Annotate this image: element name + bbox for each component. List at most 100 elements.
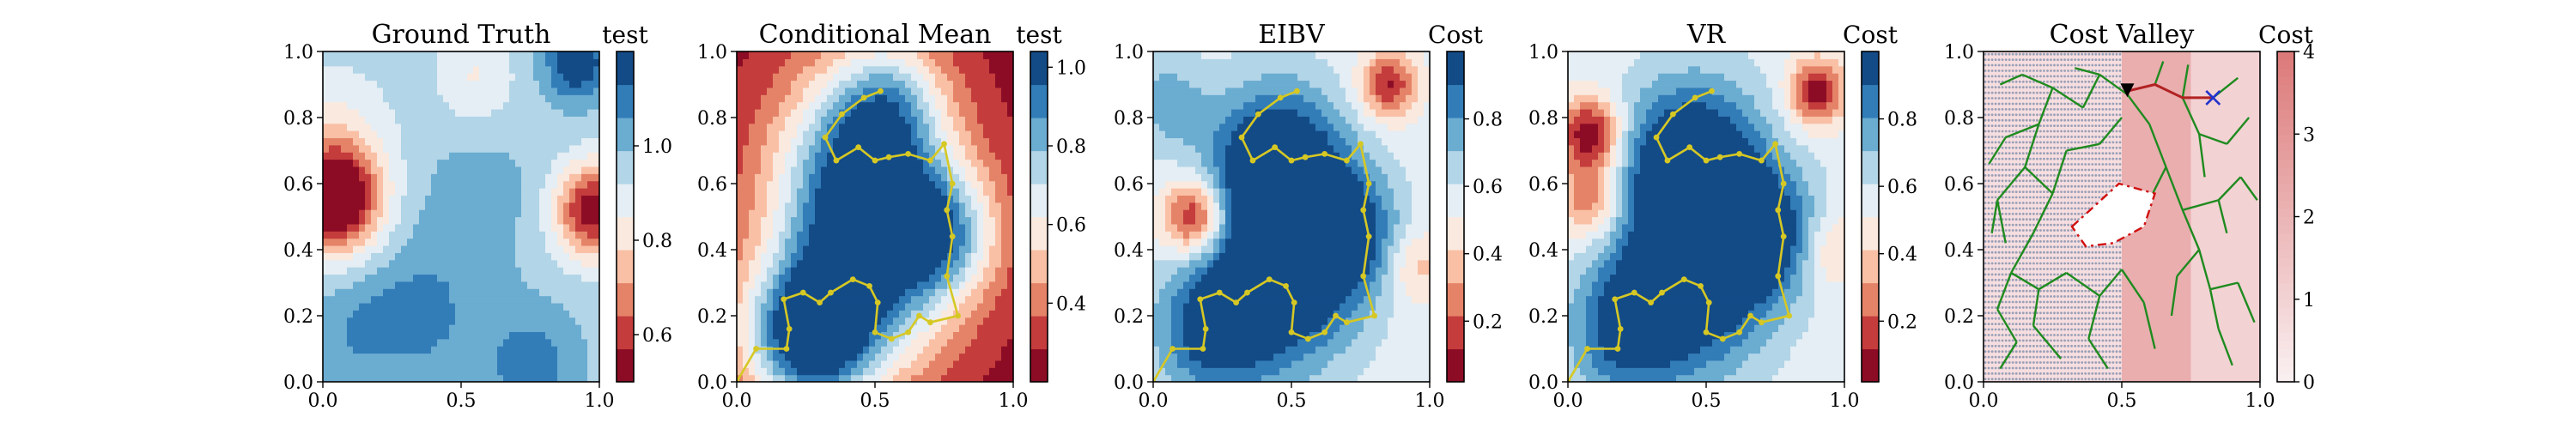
path-point-30 bbox=[1255, 111, 1261, 118]
path-point-19 bbox=[1780, 233, 1787, 239]
path-point-12 bbox=[1703, 329, 1710, 335]
x-tick-label: 0.0 bbox=[308, 390, 338, 412]
target-marker bbox=[2205, 89, 2221, 106]
tree-edge-10 bbox=[2024, 124, 2040, 168]
path-point-23 bbox=[1344, 157, 1350, 164]
path-point-28 bbox=[1249, 157, 1256, 164]
y-tick-label: 0.4 bbox=[1114, 240, 1144, 262]
colorbar-tick-label: 0.2 bbox=[1887, 311, 1917, 333]
panel-title: EIBV bbox=[1258, 20, 1326, 50]
y-tick-label: 0.6 bbox=[1944, 174, 1974, 196]
colorbar-label: Cost bbox=[2258, 21, 2314, 49]
path-point-6 bbox=[1631, 289, 1637, 296]
path-point-31 bbox=[860, 94, 867, 101]
path-point-3 bbox=[1614, 346, 1621, 352]
tree-edge-13 bbox=[2024, 166, 2054, 195]
tree-edge-48 bbox=[2226, 117, 2251, 145]
path-point-19 bbox=[949, 233, 956, 239]
plot-area bbox=[737, 51, 1013, 382]
path-point-15 bbox=[1333, 312, 1339, 319]
path-point-14 bbox=[905, 329, 912, 335]
y-tick-label: 0.2 bbox=[697, 306, 727, 328]
y-tick-label: 0.2 bbox=[1944, 306, 1974, 328]
path-point-8 bbox=[1659, 289, 1665, 296]
colorbar-tick-label: 0.6 bbox=[1056, 215, 1086, 237]
plot-area bbox=[1153, 51, 1430, 382]
path-point-27 bbox=[1686, 144, 1693, 151]
tree-edge-3 bbox=[2081, 74, 2101, 108]
tree-edge-8 bbox=[2005, 123, 2039, 139]
tree-edge-29 bbox=[2066, 142, 2100, 152]
path-point-5 bbox=[1197, 296, 1204, 303]
tree-edge-5 bbox=[2021, 73, 2053, 89]
y-tick-label: 1.0 bbox=[1114, 42, 1144, 63]
plot-area bbox=[1568, 51, 1844, 382]
tree-edge-15 bbox=[2010, 233, 2035, 274]
tree-edge-6 bbox=[1999, 73, 2023, 86]
path-point-11 bbox=[874, 299, 881, 305]
tree-edge-52 bbox=[2181, 64, 2190, 99]
sampling-path bbox=[737, 89, 960, 382]
y-tick-label: 0.8 bbox=[283, 108, 313, 130]
path-point-6 bbox=[1216, 289, 1223, 296]
planned-route bbox=[2127, 82, 2214, 100]
start-marker bbox=[2120, 83, 2135, 98]
tree-edge-4 bbox=[2051, 87, 2084, 109]
y-tick-label: 0.0 bbox=[697, 372, 727, 394]
path-point-1 bbox=[737, 378, 740, 382]
colorbar-tick-label: 0.8 bbox=[1887, 110, 1917, 131]
path-point-5 bbox=[1612, 296, 1619, 303]
tree-edge-14 bbox=[2032, 193, 2054, 234]
tree-edge-22 bbox=[2065, 271, 2100, 297]
path-point-24 bbox=[905, 150, 912, 157]
y-tick-label: 0.6 bbox=[283, 174, 313, 196]
tree-edge-53 bbox=[2217, 199, 2228, 234]
tree-edge-11 bbox=[1996, 166, 2026, 202]
colorbar-tick-label: 0.8 bbox=[642, 231, 672, 252]
y-tick-label: 1.0 bbox=[283, 42, 313, 63]
path-point-4 bbox=[786, 326, 793, 332]
path-point-17 bbox=[1371, 312, 1377, 319]
x-tick-label: 1.0 bbox=[2245, 390, 2275, 412]
y-tick-label: 0.8 bbox=[1528, 108, 1558, 130]
y-tick-label: 0.4 bbox=[1528, 240, 1558, 262]
colorbar-label: test bbox=[1016, 21, 1062, 49]
x-tick-label: 0.5 bbox=[1692, 390, 1722, 412]
tree-edge-21 bbox=[2038, 271, 2068, 291]
x-tick-label: 1.0 bbox=[585, 390, 615, 412]
path-point-13 bbox=[1719, 335, 1726, 342]
path-point-19 bbox=[1365, 233, 1372, 239]
path-point-18 bbox=[1360, 273, 1367, 280]
tree-edge-46 bbox=[2181, 97, 2201, 135]
cost-zone-3 bbox=[2190, 51, 2260, 382]
path-point-10 bbox=[1283, 282, 1289, 289]
y-tick-label: 0.0 bbox=[1944, 372, 1974, 394]
path-point-18 bbox=[1775, 273, 1782, 280]
panel-4: VR0.0 0.5 1.00.00.20.40.60.81.00.20.40.60.… bbox=[1528, 20, 1917, 412]
plot-area bbox=[1984, 51, 2260, 382]
path-point-3 bbox=[1200, 346, 1206, 352]
colorbar: 0.6 0.8 1.0 test bbox=[602, 21, 672, 383]
tree-edge-18 bbox=[2010, 271, 2040, 291]
x-tick-label: 1.0 bbox=[1830, 390, 1860, 412]
path-point-15 bbox=[1747, 312, 1753, 319]
path-point-32 bbox=[1709, 88, 1715, 94]
path-point-4 bbox=[1202, 326, 1209, 332]
tree-edge-31 bbox=[1990, 200, 1999, 233]
tree-edge-36 bbox=[2181, 209, 2201, 251]
tree-edge-27 bbox=[2142, 302, 2156, 349]
tree-edge-37 bbox=[2198, 249, 2212, 290]
panel-title: Cost Valley bbox=[2050, 20, 2195, 50]
obstacle-fill bbox=[2072, 184, 2155, 247]
tree-edge-42 bbox=[2182, 199, 2220, 211]
colorbar-tick-label: 1.0 bbox=[642, 136, 672, 158]
path-point-28 bbox=[833, 157, 840, 164]
colorbar-label: test bbox=[602, 21, 648, 49]
y-tick-label: 0.6 bbox=[697, 174, 727, 196]
x-tick-label: 0.5 bbox=[860, 390, 890, 412]
path-point-26 bbox=[1703, 157, 1710, 164]
path-point-8 bbox=[1244, 289, 1250, 296]
tree-edge-2 bbox=[2074, 67, 2100, 76]
